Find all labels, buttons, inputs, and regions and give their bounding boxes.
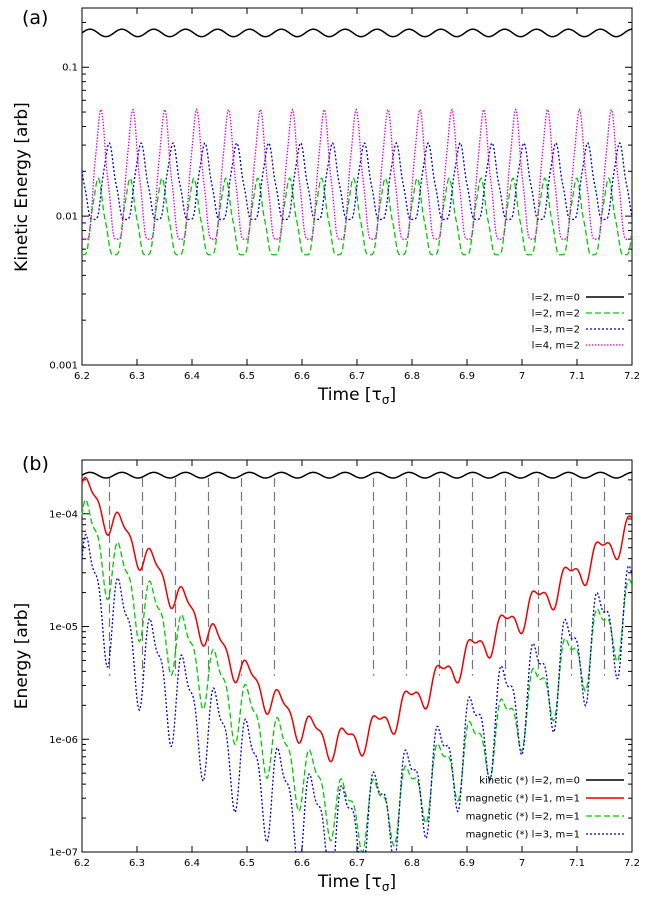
panel-b-legend: kinetic (*) l=2, m=0 magnetic (*) l=1, m=… [466, 776, 624, 841]
x-tick-label: 6.9 [459, 371, 475, 382]
panel-b-ticks: 6.2 6.3 6.4 6.5 6.6 6.7 6.8 6.9 7 7.1 7.2 1e-04 1e-0… [49, 459, 640, 869]
series-line-1 [81, 28, 633, 38]
x-tick-label: 7 [519, 858, 525, 869]
panel-b-xunit-main: τ [372, 872, 382, 892]
y-tick-label: 0.1 [62, 63, 78, 74]
x-tick-label: 6.3 [129, 858, 145, 869]
x-tick-label: 6.7 [349, 371, 365, 382]
legend-label: l=4, m=2 [532, 341, 580, 352]
panel-a-xlabel: Time [τσ] [317, 385, 396, 407]
x-tick-label: 7.2 [624, 371, 640, 382]
panel-b-ylabel: Energy [arb] [12, 603, 32, 709]
x-tick-label: 6.6 [294, 371, 310, 382]
x-tick-label: 6.2 [74, 858, 90, 869]
x-tick-label: 7 [519, 371, 525, 382]
x-tick-label: 6.3 [129, 371, 145, 382]
y-tick-label: 0.001 [49, 361, 78, 372]
legend-label: magnetic (*) l=1, m=1 [466, 794, 580, 805]
panel-a-ticks: 6.2 6.3 6.4 6.5 6.6 6.7 6.8 6.9 7 7.1 7.2 0.1 0.01 0.… [49, 8, 640, 382]
x-tick-label: 6.5 [239, 371, 255, 382]
series-line-2 [81, 476, 633, 763]
y-tick-label: 0.01 [56, 212, 78, 223]
panel-a: (a) 6.2 6.3 6.4 6.5 6.6 6.7 6.8 6.9 7 7.1 7.2 0.1 0.… [12, 7, 640, 407]
series-line-3 [81, 499, 633, 853]
series-line-3 [81, 141, 633, 221]
panel-a-series [81, 28, 633, 256]
x-tick-label: 6.9 [459, 858, 475, 869]
panel-b-series [81, 471, 633, 853]
legend-label: l=2, m=0 [532, 293, 580, 304]
series-line-1 [81, 471, 633, 479]
x-tick-label: 7.1 [569, 371, 585, 382]
series-line-4 [81, 533, 633, 853]
x-tick-label: 6.7 [349, 858, 365, 869]
panel-b-xlabel: Time [τσ] [317, 872, 396, 894]
panel-a-legend: l=2, m=0 l=2, m=2 l=3, m=2 l=4, m=2 [532, 293, 624, 352]
x-tick-label: 6.4 [184, 371, 200, 382]
panel-b-xlabel-text: Time [317, 872, 360, 892]
panel-a-ylabel: Kinetic Energy [arb] [12, 102, 32, 272]
x-tick-label: 7.2 [624, 858, 640, 869]
panel-b: (b) 6.2 6.3 6.4 6.5 6.6 6.7 6.8 6.9 7 7.1 7.2 1e-04… [12, 453, 640, 894]
legend-label: l=2, m=2 [532, 309, 580, 320]
y-tick-label: 1e-05 [49, 622, 78, 633]
series-line-2 [82, 177, 633, 256]
x-tick-label: 6.8 [404, 371, 420, 382]
x-tick-label: 6.4 [184, 858, 200, 869]
x-tick-label: 7.1 [569, 858, 585, 869]
y-tick-label: 1e-06 [49, 735, 78, 746]
x-tick-label: 6.2 [74, 371, 90, 382]
series-line-4 [81, 107, 633, 240]
panel-b-label: (b) [22, 453, 49, 475]
y-tick-label: 1e-04 [49, 509, 78, 520]
panel-a-xunit-sub: σ [382, 393, 390, 407]
x-tick-label: 6.6 [294, 858, 310, 869]
legend-label: magnetic (*) l=2, m=1 [466, 812, 580, 823]
x-tick-label: 6.5 [239, 858, 255, 869]
panel-b-vlines [108, 478, 606, 676]
panel-a-xunit-main: τ [372, 385, 382, 405]
x-tick-label: 6.8 [404, 858, 420, 869]
panel-b-xunit-sub: σ [382, 880, 390, 894]
panel-a-label: (a) [22, 7, 48, 29]
legend-label: kinetic (*) l=2, m=0 [479, 776, 580, 787]
legend-label: magnetic (*) l=3, m=1 [466, 830, 580, 841]
y-tick-label: 1e-07 [49, 848, 78, 859]
panel-a-xlabel-text: Time [317, 385, 360, 405]
legend-label: l=3, m=2 [532, 325, 580, 336]
